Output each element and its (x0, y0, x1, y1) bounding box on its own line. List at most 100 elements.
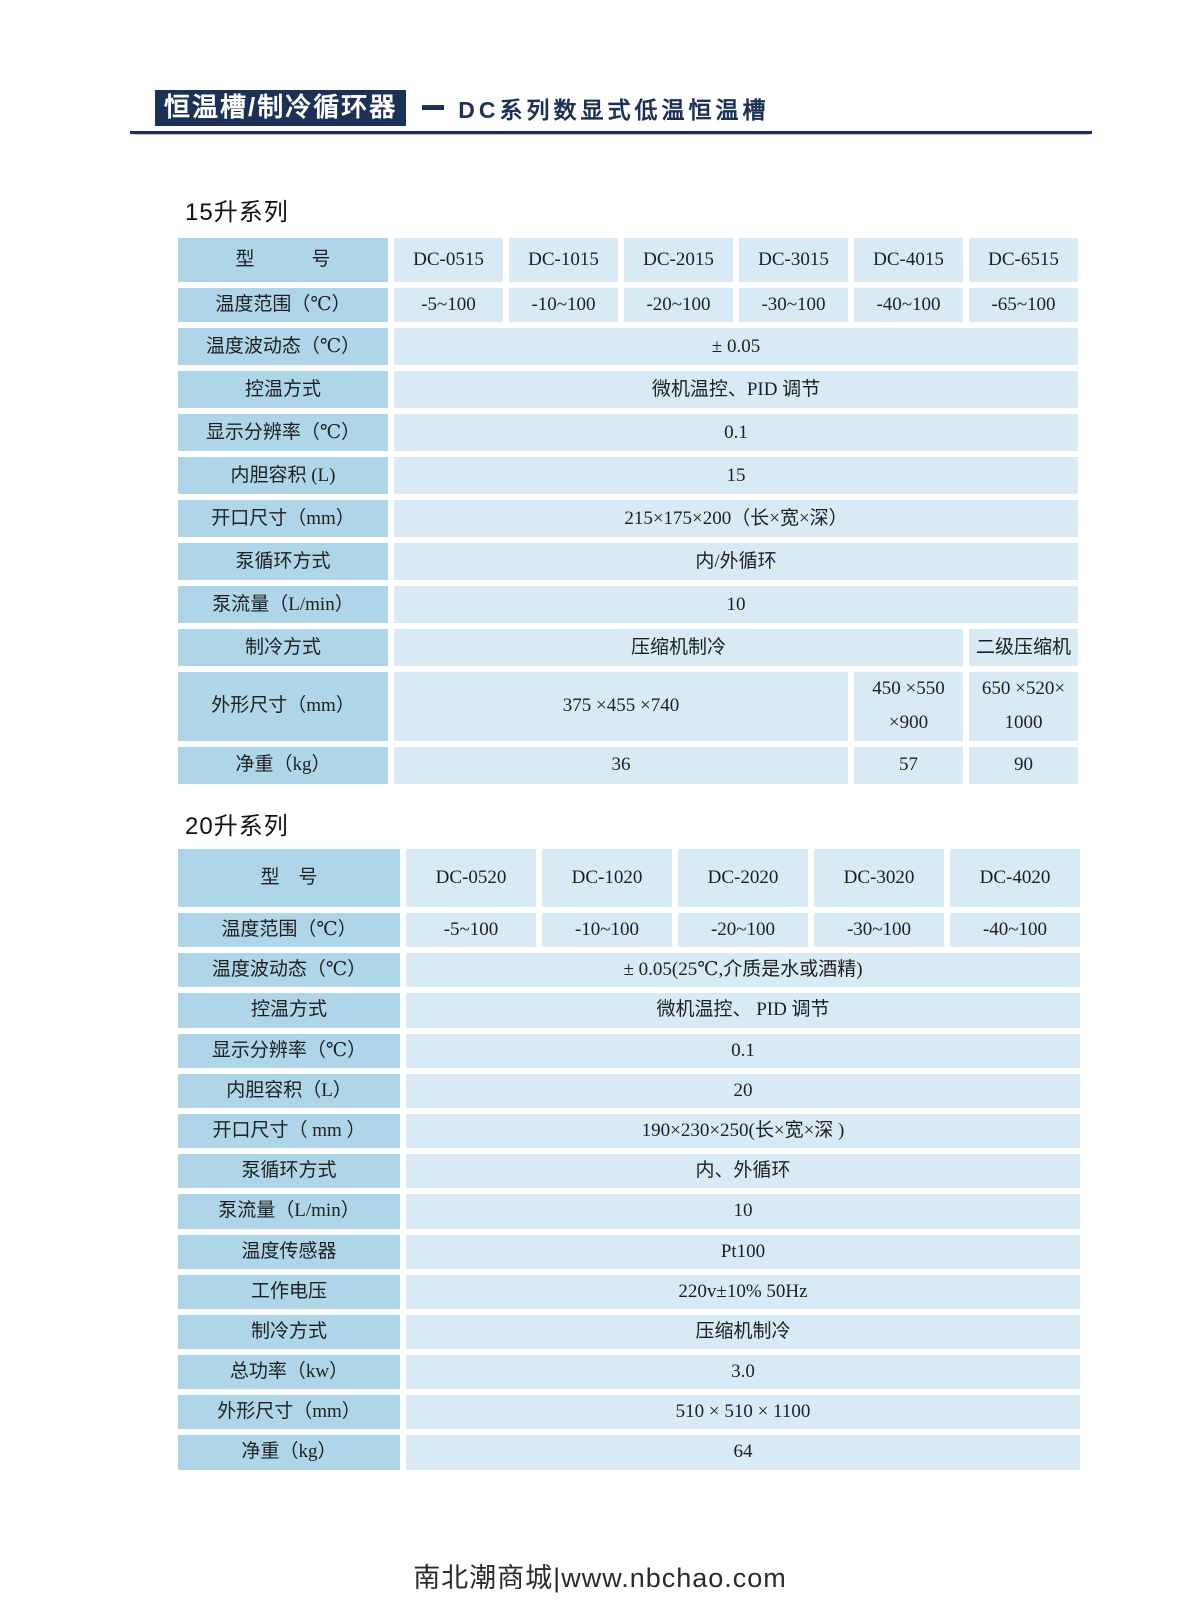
header-subtitle: DC系列数显式低温恒温槽 (458, 96, 770, 123)
table-row: 工作电压 220v±10% 50Hz (178, 1274, 1080, 1309)
table-row: 总功率（kw） 3.0 (178, 1355, 1080, 1390)
spec-label-cell: 泵流量（L/min） (178, 1194, 400, 1229)
spec-value-cell: 0.1 (394, 414, 1078, 452)
spec-value-cell: -65~100 (969, 288, 1078, 323)
spec-label-cell: 温度传感器 (178, 1234, 400, 1269)
spec-label-cell: 内胆容积（L） (178, 1073, 400, 1108)
spec-value-cell: DC-2020 (678, 849, 808, 907)
table-row: 泵循环方式 内/外循环 (178, 543, 1078, 581)
spec-value-cell: ± 0.05 (394, 328, 1078, 366)
spec-label-cell: 外形尺寸（mm） (178, 672, 388, 741)
spec-label-cell: 温度波动态（℃） (178, 328, 388, 366)
spec-value-cell: 0.1 (406, 1033, 1080, 1068)
spec-value-cell: 510 × 510 × 1100 (406, 1395, 1080, 1430)
table-row: 温度范围（℃） -5~100 -10~100 -20~100 -30~100 -… (178, 913, 1080, 948)
spec-value-cell: DC-1015 (509, 238, 618, 282)
table-row: 型 号 DC-0515 DC-1015 DC-2015 DC-3015 DC-4… (178, 238, 1078, 282)
page-header: 恒温槽/制冷循环器 DC系列数显式低温恒温槽 (130, 90, 1092, 134)
table-row: 泵流量（L/min） 10 (178, 1194, 1080, 1229)
spec-value-cell: DC-3015 (739, 238, 848, 282)
spec-value-cell: 215×175×200（长×宽×深） (394, 500, 1078, 538)
header-badge: 恒温槽/制冷循环器 (155, 90, 407, 126)
spec-value-cell: 微机温控、PID 调节 (394, 371, 1078, 409)
table-row: 外形尺寸（mm） 375 ×455 ×740 450 ×550 ×900 650… (178, 672, 1078, 741)
spec-label-cell: 净重（kg） (178, 746, 388, 784)
spec-label-cell: 显示分辨率（℃） (178, 1033, 400, 1068)
spec-label-cell: 净重（kg） (178, 1435, 400, 1470)
table-row: 显示分辨率（℃） 0.1 (178, 414, 1078, 452)
spec-label-cell: 型 号 (178, 849, 400, 907)
spec-value-cell: 190×230×250(长×宽×深 ) (406, 1113, 1080, 1149)
spec-label-cell: 泵循环方式 (178, 1154, 400, 1189)
table-row: 温度波动态（℃） ± 0.05(25℃,介质是水或酒精) (178, 953, 1080, 988)
spec-value-cell: -30~100 (739, 288, 848, 323)
spec-value-cell: -5~100 (394, 288, 503, 323)
spec-value-cell: DC-4015 (854, 238, 963, 282)
spec-value-cell: 微机温控、 PID 调节 (406, 993, 1080, 1028)
spec-value-cell: 10 (406, 1194, 1080, 1229)
spec-value-cell: -30~100 (814, 913, 944, 948)
table-row: 开口尺寸（mm） 215×175×200（长×宽×深） (178, 500, 1078, 538)
spec-label-cell: 温度波动态（℃） (178, 953, 400, 988)
spec-label-cell: 工作电压 (178, 1274, 400, 1309)
spec-label-cell: 开口尺寸（ mm ） (178, 1113, 400, 1149)
spec-label-cell: 总功率（kw） (178, 1355, 400, 1390)
spec-value-cell: 10 (394, 586, 1078, 624)
spec-value-cell: DC-0520 (406, 849, 536, 907)
section-title-20l: 20升系列 (185, 813, 289, 840)
table-row: 控温方式 微机温控、PID 调节 (178, 371, 1078, 409)
spec-value-cell: ± 0.05(25℃,介质是水或酒精) (406, 953, 1080, 988)
spec-label-cell: 温度范围（℃） (178, 913, 400, 948)
page-footer: 南北潮商城|www.nbchao.com (0, 1556, 1200, 1595)
spec-label-cell: 泵流量（L/min） (178, 586, 388, 624)
table-row: 内胆容积 (L) 15 (178, 457, 1078, 495)
spec-label-cell: 制冷方式 (178, 629, 388, 667)
spec-value-cell: -40~100 (854, 288, 963, 323)
table-row: 净重（kg） 64 (178, 1435, 1080, 1470)
spec-value-cell: DC-1020 (542, 849, 672, 907)
spec-label-cell: 制冷方式 (178, 1314, 400, 1350)
spec-value-cell: 二级压缩机 (969, 629, 1078, 667)
spec-label-cell: 开口尺寸（mm） (178, 500, 388, 538)
section-title-15l: 15升系列 (185, 199, 289, 226)
spec-value-cell: -5~100 (406, 913, 536, 948)
spec-value-cell: 375 ×455 ×740 (394, 672, 848, 741)
spec-value-cell: DC-2015 (624, 238, 733, 282)
spec-value-cell: 220v±10% 50Hz (406, 1274, 1080, 1309)
table-row: 制冷方式 压缩机制冷 (178, 1314, 1080, 1350)
table-row: 净重（kg） 36 57 90 (178, 746, 1078, 784)
spec-value-cell: -10~100 (542, 913, 672, 948)
spec-value-cell: DC-4020 (950, 849, 1080, 907)
spec-value-cell: DC-6515 (969, 238, 1078, 282)
spec-value-cell: -20~100 (678, 913, 808, 948)
spec-label-cell: 控温方式 (178, 371, 388, 409)
table-row: 型 号 DC-0520 DC-1020 DC-2020 DC-3020 DC-4… (178, 849, 1080, 907)
spec-label-cell: 外形尺寸（mm） (178, 1395, 400, 1430)
spec-label-cell: 泵循环方式 (178, 543, 388, 581)
table-row: 温度范围（℃） -5~100 -10~100 -20~100 -30~100 -… (178, 288, 1078, 323)
spec-value-cell: 90 (969, 746, 1078, 784)
footer-text: 南北潮商城|www.nbchao.com (413, 1563, 787, 1593)
table-row: 泵流量（L/min） 10 (178, 586, 1078, 624)
spec-value-cell: -20~100 (624, 288, 733, 323)
table-row: 内胆容积（L） 20 (178, 1073, 1080, 1108)
spec-value-cell: 20 (406, 1073, 1080, 1108)
spec-value-cell: 压缩机制冷 (406, 1314, 1080, 1350)
table-row: 温度波动态（℃） ± 0.05 (178, 328, 1078, 366)
spec-value-cell: 15 (394, 457, 1078, 495)
spec-value-cell: Pt100 (406, 1234, 1080, 1269)
spec-label-cell: 控温方式 (178, 993, 400, 1028)
spec-value-cell: 64 (406, 1435, 1080, 1470)
table-row: 外形尺寸（mm） 510 × 510 × 1100 (178, 1395, 1080, 1430)
spec-value-cell: 内/外循环 (394, 543, 1078, 581)
table-row: 控温方式 微机温控、 PID 调节 (178, 993, 1080, 1028)
spec-value-cell: 压缩机制冷 (394, 629, 963, 667)
spec-value-cell: DC-0515 (394, 238, 503, 282)
spec-value-cell: 内、外循环 (406, 1154, 1080, 1189)
dash-icon (422, 105, 445, 111)
table-row: 温度传感器 Pt100 (178, 1234, 1080, 1269)
spec-value-cell: 650 ×520× 1000 (969, 672, 1078, 741)
spec-value-cell: 36 (394, 746, 848, 784)
spec-table-15l: 型 号 DC-0515 DC-1015 DC-2015 DC-3015 DC-4… (172, 232, 1084, 790)
table-row: 显示分辨率（℃） 0.1 (178, 1033, 1080, 1068)
